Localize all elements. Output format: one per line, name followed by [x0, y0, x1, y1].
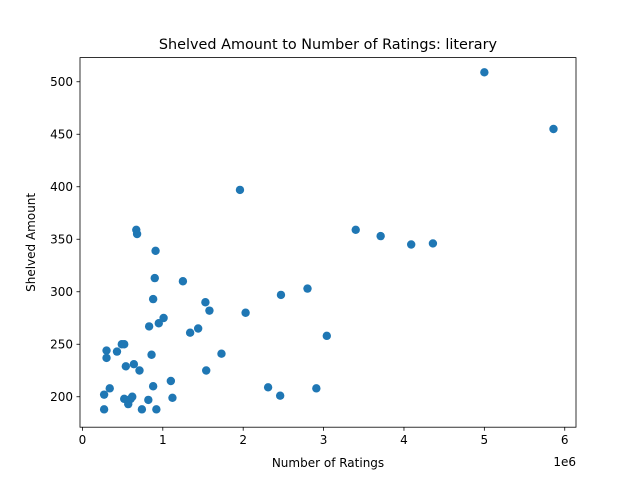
y-tick-label: 300: [50, 285, 73, 299]
data-point: [99, 405, 109, 414]
data-point: [276, 290, 286, 300]
data-point: [144, 395, 153, 405]
data-point: [135, 366, 144, 375]
data-point: [137, 405, 147, 414]
data-point: [132, 229, 142, 239]
data-point: [235, 185, 245, 195]
data-point: [102, 353, 111, 363]
data-point: [275, 391, 285, 400]
data-point: [202, 366, 211, 375]
data-point: [168, 393, 177, 402]
plot-frame: [79, 57, 577, 428]
data-point: [128, 392, 137, 401]
x-tick-label: 0: [79, 433, 87, 447]
data-point: [312, 384, 321, 393]
x-tick-label: 6: [561, 433, 569, 447]
x-axis-offset-label: 1e6: [553, 455, 576, 469]
data-point: [147, 350, 156, 359]
data-point: [144, 322, 154, 331]
data-point: [121, 362, 131, 371]
y-axis-label: Shelved Amount: [24, 193, 38, 292]
x-axis-label: Number of Ratings: [272, 456, 384, 470]
data-point: [152, 405, 161, 414]
chart-title: Shelved Amount to Number of Ratings: lit…: [159, 37, 498, 53]
y-tick-label: 400: [50, 180, 73, 194]
data-point: [351, 225, 360, 234]
data-point: [159, 313, 168, 323]
data-point: [217, 349, 226, 358]
data-point: [549, 124, 558, 134]
data-point: [102, 346, 111, 355]
data-point: [205, 306, 214, 315]
y-tick-label: 350: [50, 233, 73, 247]
data-point: [105, 384, 114, 393]
x-axis-ticks: 0 1 2 3 4 5 6: [79, 427, 569, 447]
data-point: [263, 383, 273, 392]
data-points: [99, 68, 558, 414]
y-tick-label: 200: [50, 390, 73, 404]
plot-area: [80, 57, 576, 428]
data-point: [129, 360, 139, 369]
x-tick-label: 4: [400, 433, 408, 447]
y-tick-label: 250: [50, 338, 73, 352]
data-point: [178, 277, 188, 286]
data-point: [112, 347, 122, 356]
data-point: [185, 328, 195, 337]
data-point: [193, 324, 203, 333]
data-point: [428, 239, 438, 248]
data-point: [151, 246, 160, 255]
data-point: [150, 273, 159, 283]
x-tick-label: 3: [320, 433, 328, 447]
data-point: [407, 240, 416, 249]
x-tick-label: 1: [159, 433, 167, 447]
data-point: [201, 298, 210, 307]
y-axis-ticks: 200 250 300 350 400 450 500: [50, 75, 80, 404]
y-tick-label: 450: [50, 128, 73, 142]
x-tick-label: 5: [481, 433, 489, 447]
data-point: [322, 331, 331, 341]
data-point: [166, 376, 176, 386]
data-point: [148, 294, 158, 304]
data-point: [120, 340, 129, 349]
data-point: [241, 308, 250, 317]
y-tick-label: 500: [50, 75, 73, 89]
data-point: [376, 231, 385, 241]
x-tick-label: 2: [239, 433, 247, 447]
data-point: [480, 68, 489, 77]
data-point: [99, 390, 109, 399]
data-point: [303, 284, 312, 293]
data-point: [148, 382, 158, 391]
